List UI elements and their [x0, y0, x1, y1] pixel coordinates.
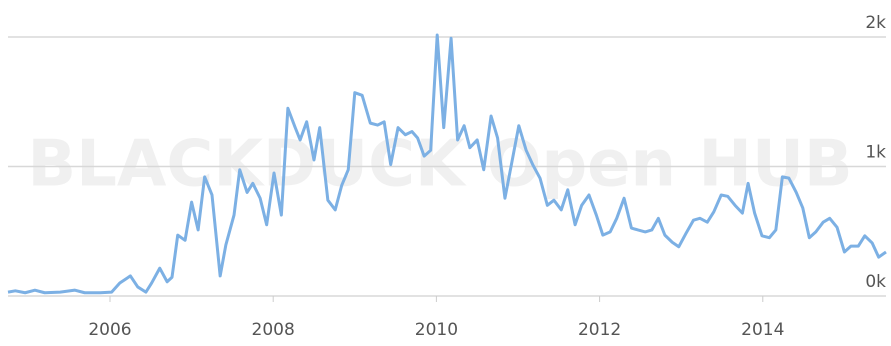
- line: [7, 33, 887, 295]
- y-tick-label: 2k: [865, 13, 886, 33]
- y-tick-label: 0k: [865, 272, 886, 292]
- x-tick-label: 2012: [578, 320, 621, 340]
- y-tick-label: 1k: [865, 143, 886, 163]
- x-tick-label: 2014: [741, 320, 784, 340]
- x-tick-label: 2006: [88, 320, 131, 340]
- x-tick-label: 2008: [252, 320, 295, 340]
- watermark: BLACKDUCK Open HUB: [27, 128, 852, 202]
- x-tick-label: 2010: [415, 320, 458, 340]
